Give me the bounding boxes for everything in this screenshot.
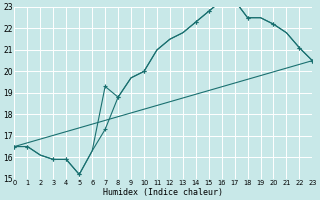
X-axis label: Humidex (Indice chaleur): Humidex (Indice chaleur) <box>103 188 223 197</box>
